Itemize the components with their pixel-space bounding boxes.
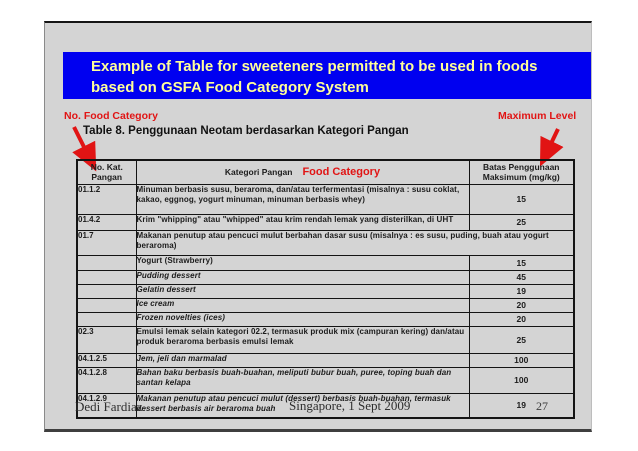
cell-category-name: Ice cream <box>135 297 470 313</box>
cell-maximum-level: 100 <box>468 352 575 368</box>
cell-category-name: Frozen novelties (ices) <box>135 311 470 327</box>
footer-author: Dedi Fardiaz <box>75 399 143 414</box>
slide-title-line1: Example of Table for sweeteners permitte… <box>91 58 538 75</box>
footer-event: Singapore, 1 Sept 2009 <box>289 398 411 413</box>
red-arrow-down-right-icon <box>72 126 97 172</box>
annotation-no-food-category: No. Food Category <box>64 110 158 122</box>
red-arrow-down-left-icon <box>539 128 564 167</box>
table-row: 01.4.2 Krim "whipping" atau "whipped" ata… <box>76 213 575 231</box>
cell-category-code <box>76 269 137 285</box>
cell-category-code <box>76 254 137 271</box>
table-body: 01.1.2 Minuman berbasis susu, beraroma, d… <box>76 183 575 419</box>
cell-maximum-level: 19 <box>468 392 575 419</box>
cell-category-code: 02.3 <box>76 325 137 354</box>
table-caption: Table 8. Penggunaan Neotam berdasarkan K… <box>83 125 409 137</box>
slide: Example of Table for sweeteners permitte… <box>44 21 592 432</box>
cell-maximum-level: 15 <box>468 183 575 215</box>
page-number: 27 <box>536 399 548 413</box>
cell-category-name: Minuman berbasis susu, beraroma, dan/ata… <box>135 183 470 215</box>
cell-maximum-level: 19 <box>468 283 575 299</box>
table-header: No. Kat. Pangan Kategori Pangan Food Cate… <box>76 159 575 185</box>
cell-category-code <box>76 311 137 327</box>
table-row: Pudding dessert 45 <box>76 269 575 285</box>
cell-category-name: Yogurt (Strawberry) <box>135 254 470 271</box>
cell-category-code <box>76 297 137 313</box>
cell-maximum-level: 20 <box>468 297 575 313</box>
table-row: 01.1.2 Minuman berbasis susu, beraroma, d… <box>76 183 575 215</box>
table-row: 04.1.2.8 Bahan baku berbasis buah-buahan,… <box>76 366 575 394</box>
cell-category-name: Gelatin dessert <box>135 283 470 299</box>
table-row: Frozen novelties (ices) 20 <box>76 311 575 327</box>
cell-maximum-level: 15 <box>468 254 575 271</box>
slide-title-bar: Example of Table for sweeteners permitte… <box>63 52 591 99</box>
table-row: 02.3 Emulsi lemak selain kategori 02.2, t… <box>76 325 575 354</box>
cell-category-name: Emulsi lemak selain kategori 02.2, terma… <box>135 325 470 354</box>
cell-category-code: 01.4.2 <box>76 213 137 231</box>
header-no-kat-pangan: No. Kat. Pangan <box>76 159 137 185</box>
cell-maximum-level: 100 <box>468 366 575 394</box>
cell-category-code: 04.1.2.9 <box>76 392 137 419</box>
header-kategori-pangan: Kategori Pangan Food Category <box>135 159 470 185</box>
table-row: Gelatin dessert 19 <box>76 283 575 299</box>
cell-category-name: Jem, jeli dan marmalad <box>135 352 470 368</box>
food-category-table: No. Kat. Pangan Kategori Pangan Food Cate… <box>76 159 575 419</box>
cell-maximum-level: 45 <box>468 269 575 285</box>
cell-category-code: 01.1.2 <box>76 183 137 215</box>
table-row: Yogurt (Strawberry) 15 <box>76 254 575 271</box>
cell-maximum-level: 25 <box>468 213 575 231</box>
cell-category-code <box>76 283 137 299</box>
header-batas-penggunaan: Batas Penggunaan Maksimum (mg/kg) <box>468 159 575 185</box>
header-food-category-annotation: Food Category <box>302 166 381 179</box>
cell-category-name: Makanan penutup atau pencuci mulut berba… <box>135 229 575 256</box>
slide-title-line2: based on GSFA Food Category System <box>91 79 369 96</box>
cell-category-code: 04.1.2.8 <box>76 366 137 394</box>
table-row: 04.1.2.5 Jem, jeli dan marmalad 100 <box>76 352 575 368</box>
cell-category-name: Makanan penutup atau pencuci mulut (dess… <box>135 392 470 419</box>
table-row: Ice cream 20 <box>76 297 575 313</box>
cell-category-code: 01.7 <box>76 229 137 256</box>
table-row: 01.7 Makanan penutup atau pencuci mulut b… <box>76 229 575 256</box>
annotation-maximum-level: Maximum Level <box>498 110 577 122</box>
cell-category-name: Bahan baku berbasis buah-buahan, meliput… <box>135 366 470 394</box>
cell-maximum-level: 25 <box>468 325 575 354</box>
cell-category-name: Pudding dessert <box>135 269 470 285</box>
cell-category-name: Krim "whipping" atau "whipped" atau krim… <box>135 213 470 231</box>
cell-category-code: 04.1.2.5 <box>76 352 137 368</box>
cell-maximum-level: 20 <box>468 311 575 327</box>
table-row: 04.1.2.9 Makanan penutup atau pencuci mul… <box>76 392 575 419</box>
